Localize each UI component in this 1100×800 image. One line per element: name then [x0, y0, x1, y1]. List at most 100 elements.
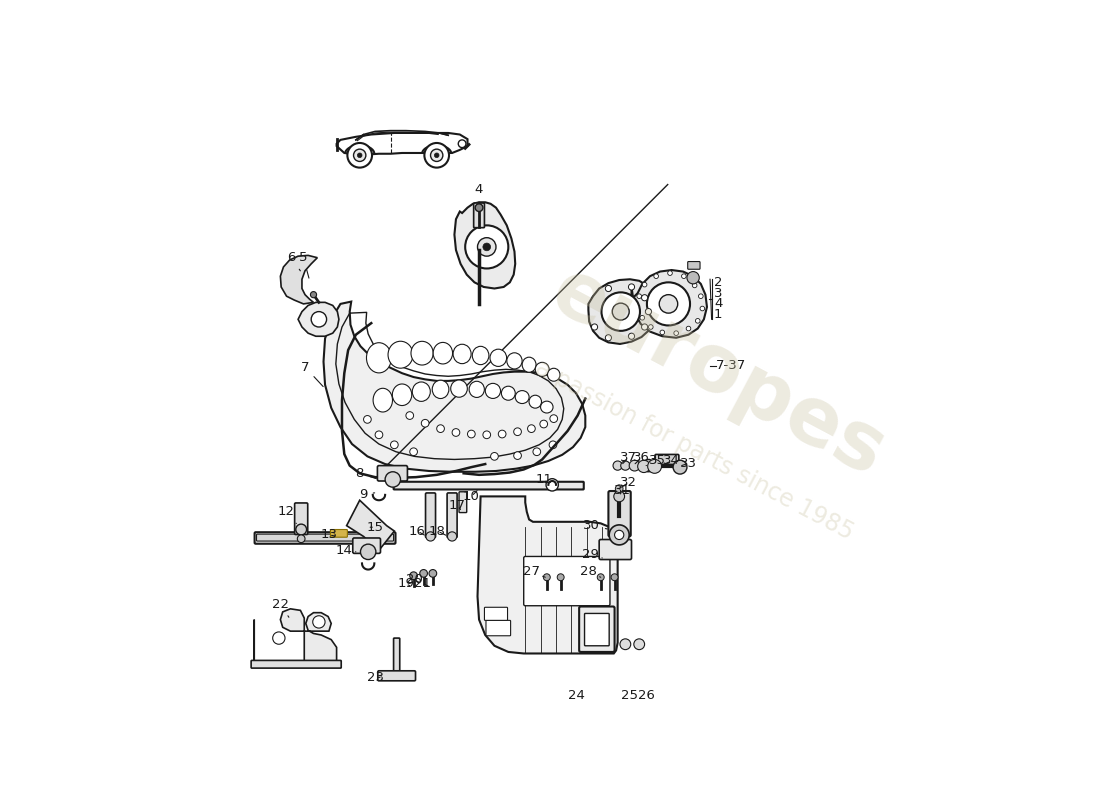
FancyBboxPatch shape [688, 262, 700, 270]
Circle shape [628, 284, 635, 290]
FancyBboxPatch shape [256, 534, 394, 541]
Circle shape [659, 294, 678, 313]
FancyBboxPatch shape [426, 493, 436, 538]
Ellipse shape [469, 382, 484, 398]
Text: 11: 11 [536, 473, 552, 486]
FancyBboxPatch shape [608, 491, 630, 537]
Text: 1: 1 [714, 308, 723, 321]
Text: 17: 17 [449, 499, 466, 512]
Circle shape [430, 149, 443, 162]
Circle shape [638, 460, 650, 473]
Text: 5: 5 [299, 251, 309, 278]
Circle shape [532, 448, 541, 455]
Circle shape [297, 535, 305, 542]
FancyBboxPatch shape [330, 530, 348, 538]
Circle shape [609, 525, 629, 545]
Text: 6: 6 [287, 251, 300, 271]
Circle shape [363, 415, 372, 423]
Circle shape [605, 334, 612, 341]
Text: 20: 20 [406, 573, 422, 586]
Circle shape [653, 274, 659, 278]
Circle shape [477, 238, 496, 256]
Circle shape [514, 428, 521, 435]
Circle shape [700, 306, 705, 311]
Ellipse shape [485, 383, 501, 398]
Circle shape [674, 331, 679, 335]
Text: 35: 35 [646, 454, 667, 467]
Circle shape [491, 453, 498, 460]
Circle shape [615, 485, 623, 493]
Circle shape [641, 294, 648, 301]
Text: 37: 37 [620, 451, 637, 464]
Ellipse shape [548, 368, 560, 382]
Text: 34: 34 [663, 454, 680, 467]
Text: europes: europes [537, 253, 899, 494]
Text: 8: 8 [355, 467, 376, 480]
Circle shape [310, 291, 317, 298]
Text: 10: 10 [463, 490, 480, 503]
Polygon shape [323, 302, 585, 472]
Circle shape [353, 149, 366, 162]
Ellipse shape [507, 353, 522, 369]
Text: 7-37: 7-37 [716, 359, 747, 372]
Circle shape [498, 430, 506, 438]
Circle shape [437, 425, 444, 433]
Circle shape [459, 140, 466, 147]
Circle shape [629, 460, 640, 471]
Text: 2: 2 [714, 276, 723, 289]
Text: 24: 24 [569, 689, 585, 702]
Text: 18: 18 [429, 525, 446, 538]
Polygon shape [298, 302, 339, 336]
Circle shape [668, 270, 672, 275]
Circle shape [605, 286, 612, 291]
FancyBboxPatch shape [584, 614, 609, 646]
Circle shape [558, 574, 564, 581]
Text: 4: 4 [475, 183, 483, 204]
Circle shape [642, 459, 654, 472]
Polygon shape [254, 609, 337, 664]
Text: 9: 9 [360, 487, 375, 501]
Circle shape [660, 330, 664, 334]
Polygon shape [454, 202, 515, 289]
Circle shape [452, 429, 460, 436]
Text: 25: 25 [621, 689, 638, 702]
Ellipse shape [515, 390, 529, 403]
Circle shape [421, 419, 429, 427]
Circle shape [620, 461, 630, 470]
Circle shape [273, 632, 285, 644]
FancyBboxPatch shape [654, 454, 679, 465]
Circle shape [409, 572, 418, 579]
Ellipse shape [536, 362, 549, 376]
FancyBboxPatch shape [295, 503, 308, 534]
Circle shape [375, 431, 383, 438]
Ellipse shape [490, 349, 507, 366]
Text: 23: 23 [366, 671, 384, 684]
Circle shape [296, 524, 307, 535]
Text: 36: 36 [634, 451, 650, 464]
Circle shape [514, 452, 521, 459]
Circle shape [641, 324, 648, 330]
Text: 14: 14 [336, 544, 356, 557]
Ellipse shape [472, 346, 488, 365]
Ellipse shape [412, 382, 430, 402]
Circle shape [361, 544, 376, 559]
Text: 7: 7 [300, 361, 323, 386]
Ellipse shape [411, 342, 433, 365]
Text: a passion for parts since 1985: a passion for parts since 1985 [531, 356, 858, 545]
Text: 19: 19 [397, 577, 415, 590]
FancyBboxPatch shape [600, 539, 631, 559]
Ellipse shape [373, 388, 393, 412]
Circle shape [597, 574, 604, 581]
Circle shape [434, 153, 439, 158]
Circle shape [550, 414, 558, 422]
Circle shape [615, 530, 624, 539]
Circle shape [540, 420, 548, 428]
Text: 26: 26 [638, 689, 654, 702]
Circle shape [628, 333, 635, 339]
FancyBboxPatch shape [447, 493, 458, 538]
Circle shape [620, 639, 630, 650]
Ellipse shape [529, 395, 541, 408]
Text: 32: 32 [620, 476, 637, 489]
Polygon shape [337, 133, 468, 154]
Text: 27: 27 [522, 566, 546, 578]
